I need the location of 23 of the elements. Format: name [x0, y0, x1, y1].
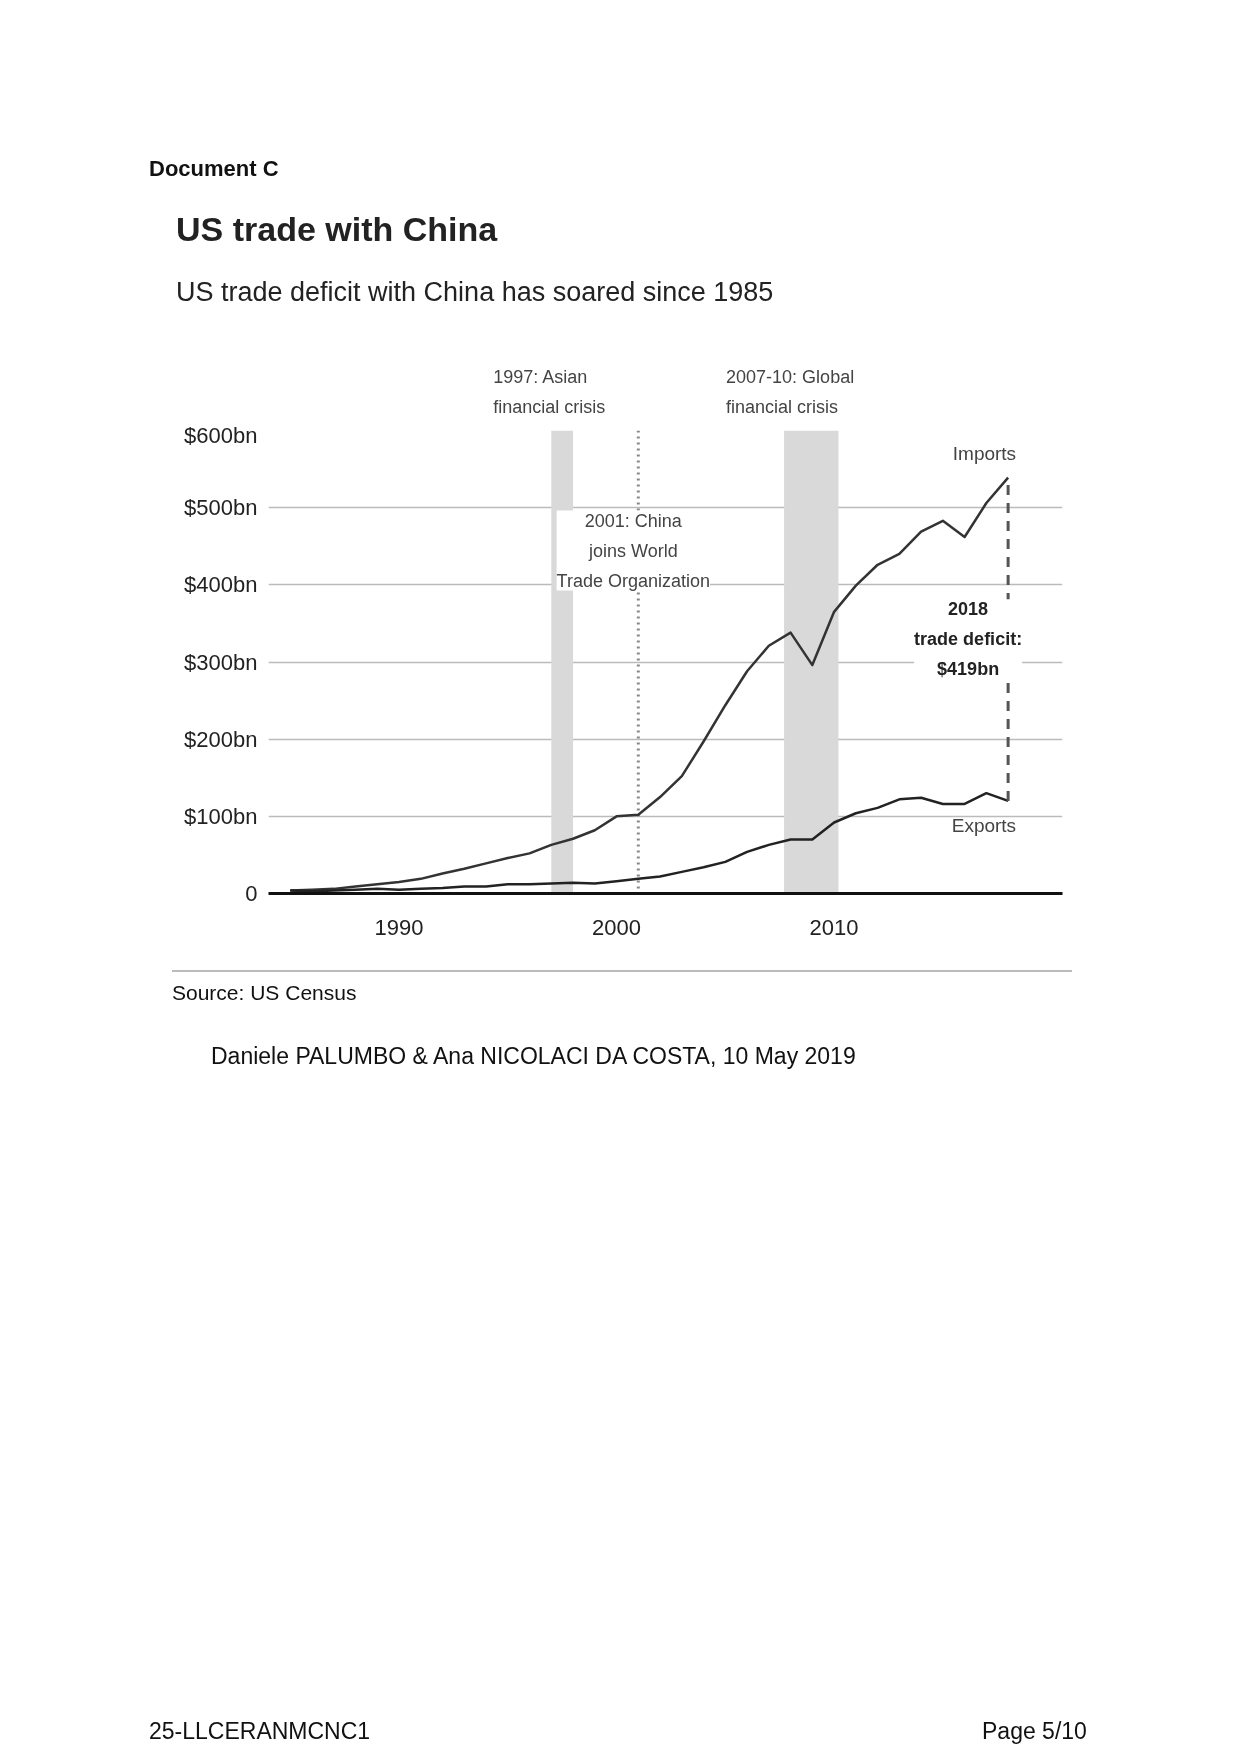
- y-tick-label: $200bn: [184, 726, 258, 752]
- y-tick-label: $300bn: [184, 649, 258, 675]
- x-tick-label: 1990: [374, 914, 424, 940]
- y-tick-label: 0: [245, 881, 258, 906]
- text: Page 5/10: [982, 1717, 1087, 1746]
- y-tick-label: $500bn: [184, 495, 258, 521]
- ref-line-label: 2001: China joins World Trade Organization: [556, 510, 711, 591]
- text: 25-LLCERANMCNC1: [149, 1717, 371, 1746]
- chart-subtitle: US trade deficit with China has soared since 1985: [176, 276, 774, 309]
- y-tick-label: $100bn: [184, 803, 258, 829]
- annotation: 2018 trade deficit: $419bn: [914, 599, 1023, 680]
- chart-title: US trade with China: [176, 209, 498, 250]
- series-label: Imports: [952, 442, 1017, 464]
- band-label: 2007-10: Global financial crisis: [726, 366, 855, 417]
- y-tick-label: $600bn: [184, 422, 258, 448]
- x-tick-label: 2000: [592, 914, 642, 940]
- source-note: Source: US Census: [172, 980, 357, 1006]
- x-tick-label: 2010: [809, 914, 859, 940]
- text: Document C: [149, 155, 279, 183]
- series-label: Exports: [951, 814, 1017, 836]
- band-label: 1997: Asian financial crisis: [493, 366, 606, 417]
- text: Daniele PALUMBO & Ana NICOLACI DA COSTA, 10 May 2019: [211, 1042, 856, 1071]
- y-tick-label: $400bn: [184, 572, 258, 598]
